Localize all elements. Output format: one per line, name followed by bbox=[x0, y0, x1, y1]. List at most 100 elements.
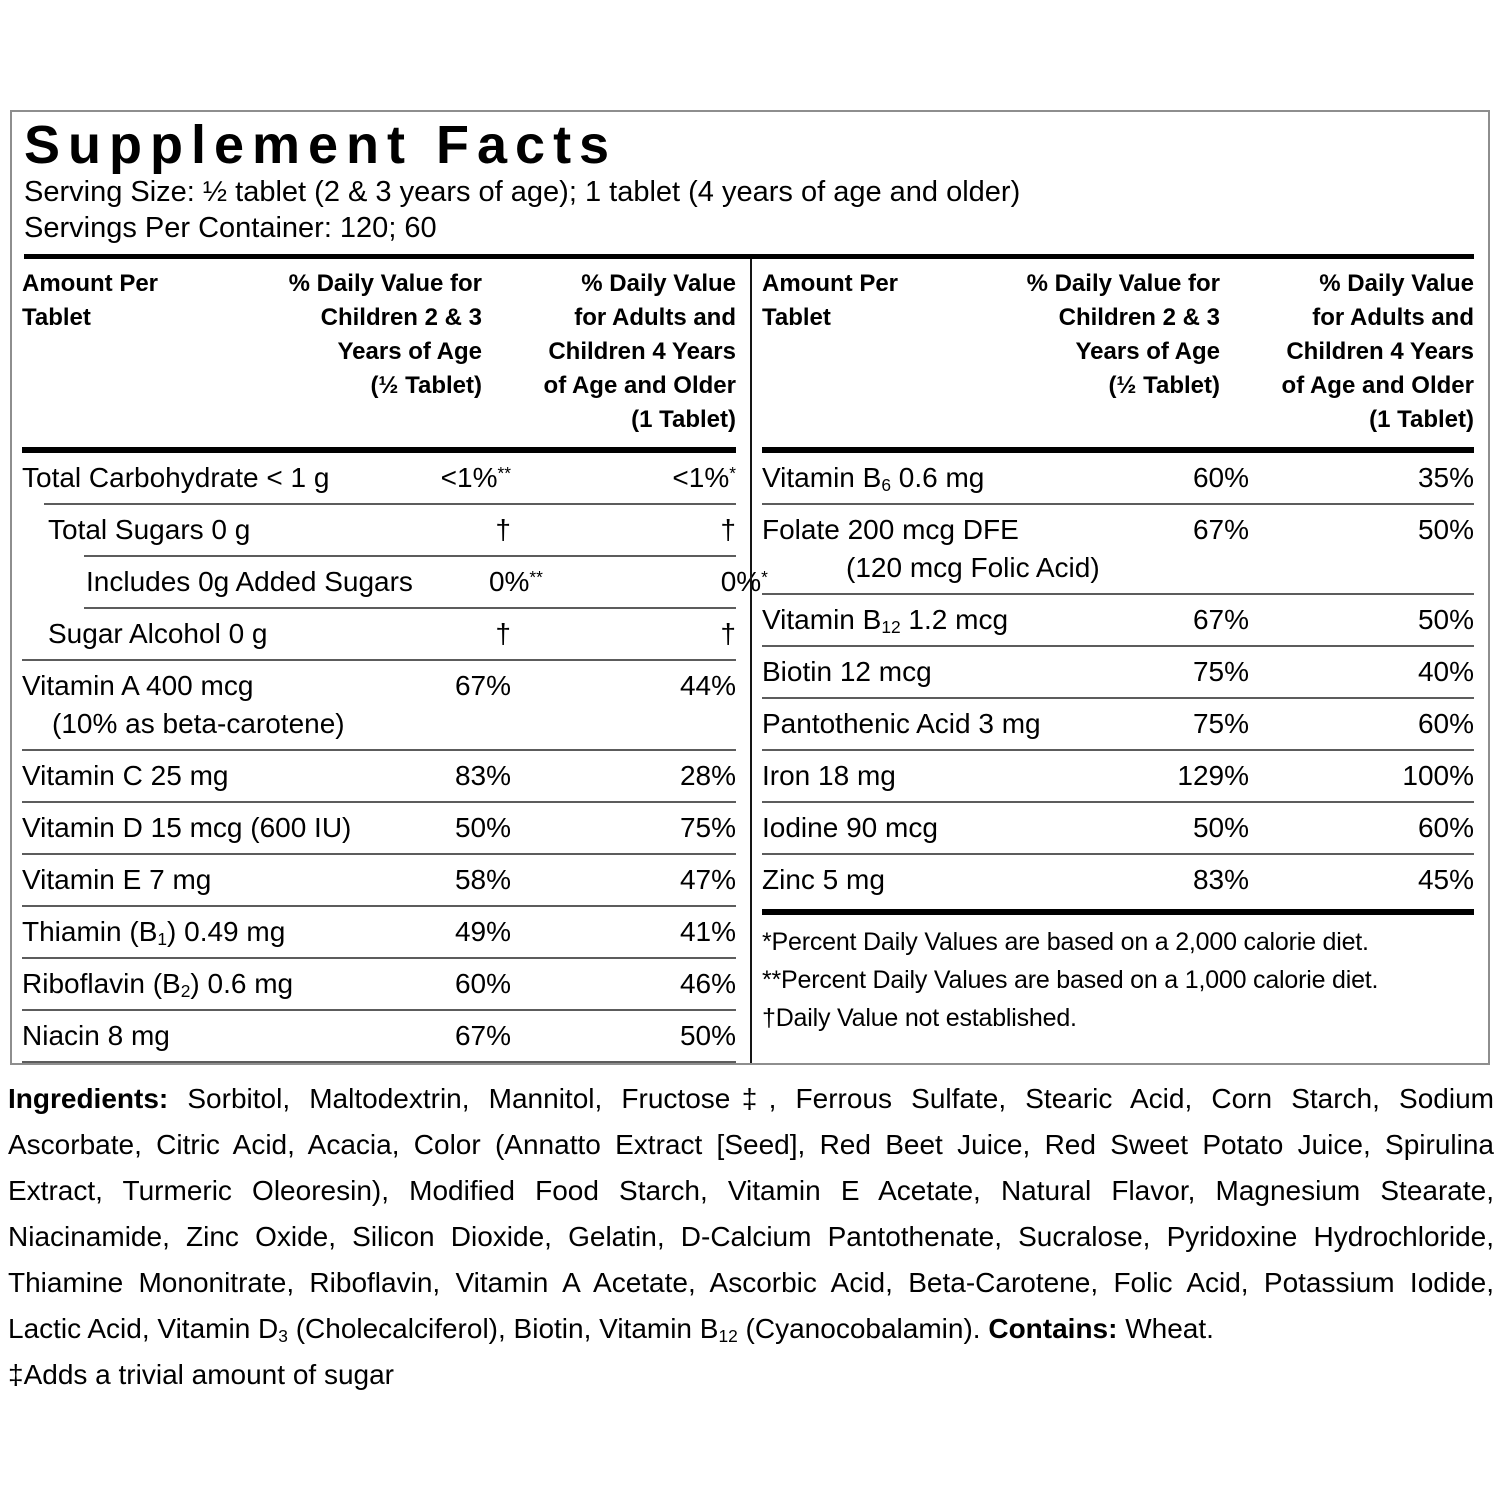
nutrient-row: Iron 18 mg 129% 100% bbox=[762, 751, 1474, 801]
dv-adults-value: † bbox=[720, 514, 736, 545]
nutrient-row: Sugar Alcohol 0 g † † bbox=[22, 609, 736, 659]
dv-children-value: 49% bbox=[454, 916, 511, 947]
row-divider bbox=[22, 905, 736, 907]
nutrient-name: Folate 200 mcg DFE (120 mcg Folic Acid) bbox=[762, 511, 1119, 587]
nutrient-name: Pantothenic Acid 3 mg bbox=[762, 708, 1041, 739]
dv-adults-value: 60% bbox=[1417, 708, 1474, 739]
dv-adults-value: 46% bbox=[679, 968, 736, 999]
dv-children-value: 67% bbox=[1192, 604, 1249, 635]
nutrient-row: Vitamin E 7 mg 58% 47% bbox=[22, 855, 736, 905]
row-divider bbox=[84, 555, 736, 557]
dv-adults-value: 41% bbox=[679, 916, 736, 947]
nutrient-row: Vitamin B12 1.2 mcg 67% 50% bbox=[762, 595, 1474, 645]
nutrient-name: Iron 18 mg bbox=[762, 760, 896, 791]
column-header-row: Amount Per Tablet % Daily Value for Chil… bbox=[22, 259, 736, 447]
thick-rule-header bbox=[22, 447, 736, 453]
ingredients-line: Thiamine Mononitrate, Riboflavin, Vitami… bbox=[8, 1267, 1494, 1298]
nutrient-name: Total Carbohydrate < 1 g bbox=[22, 462, 330, 493]
nutrient-name: Total Sugars 0 g bbox=[48, 514, 251, 545]
nutrient-name: Riboflavin (B2) 0.6 mg bbox=[22, 968, 294, 1001]
nutrient-row: Iodine 90 mcg 50% 60% bbox=[762, 803, 1474, 853]
nutrient-row: Zinc 5 mg 83% 45% bbox=[762, 855, 1474, 905]
nutrient-name: Vitamin B6 0.6 mg bbox=[762, 462, 985, 495]
dv-children-value: 75% bbox=[1192, 656, 1249, 687]
row-divider bbox=[762, 503, 1474, 505]
nutrient-row: Folate 200 mcg DFE (120 mcg Folic Acid) 67… bbox=[762, 505, 1474, 593]
supplement-facts-box: Supplement Facts Serving Size: ½ tablet … bbox=[10, 110, 1490, 1065]
row-divider bbox=[22, 853, 736, 855]
thick-rule-top bbox=[24, 254, 1474, 259]
nutrient-name: Includes 0g Added Sugars bbox=[86, 566, 413, 597]
nutrient-name: Vitamin D 15 mcg (600 IU) bbox=[22, 812, 352, 843]
nutrient-row: Includes 0g Added Sugars 0%** 0%* bbox=[22, 557, 768, 607]
dv-children-value: † bbox=[495, 514, 511, 545]
dv-adults-value: 75% bbox=[679, 812, 736, 843]
nutrient-name: Sugar Alcohol 0 g bbox=[48, 618, 268, 649]
dv-children-value: † bbox=[495, 618, 511, 649]
dv-children-value: 83% bbox=[454, 760, 511, 791]
nutrient-row: Vitamin B6 0.6 mg 60% 35% bbox=[762, 453, 1474, 503]
nutrient-row: Total Sugars 0 g † † bbox=[22, 505, 736, 555]
row-divider bbox=[762, 645, 1474, 647]
nutrient-row: Niacin 8 mg 67% 50% bbox=[22, 1011, 736, 1061]
header-dv-children: % Daily Value for Children 2 & 3 Years o… bbox=[1026, 270, 1220, 399]
dv-adults-value: 47% bbox=[679, 864, 736, 895]
dv-children-value: 67% bbox=[454, 1020, 511, 1051]
row-divider bbox=[22, 1061, 736, 1063]
rows-container: Total Carbohydrate < 1 g <1%** <1%* Total S… bbox=[22, 453, 768, 1063]
ingredients-paragraph: Ingredients: Sorbitol, Maltodextrin, Man… bbox=[8, 1076, 1494, 1398]
nutrient-row: Riboflavin (B2) 0.6 mg 60% 46% bbox=[22, 959, 736, 1009]
row-divider bbox=[762, 749, 1474, 751]
dv-children-value: 67% bbox=[1192, 514, 1249, 545]
dv-children-value: 58% bbox=[454, 864, 511, 895]
dv-adults-value: 28% bbox=[679, 760, 736, 791]
nutrient-row: Biotin 12 mcg 75% 40% bbox=[762, 647, 1474, 697]
footnote-line: **Percent Daily Values are based on a 1,… bbox=[762, 966, 1379, 994]
dv-adults-value: 35% bbox=[1417, 462, 1474, 493]
header-dv-adults: % Daily Value for Adults and Children 4 … bbox=[543, 270, 736, 433]
ingredients-line: Ascorbate, Citric Acid, Acacia, Color (A… bbox=[8, 1129, 1494, 1160]
facts-header-area: Supplement Facts Serving Size: ½ tablet … bbox=[12, 112, 1488, 246]
row-divider bbox=[762, 853, 1474, 855]
row-divider bbox=[22, 1009, 736, 1011]
dv-children-value: 60% bbox=[1192, 462, 1249, 493]
dv-adults-value: 44% bbox=[679, 670, 736, 701]
row-divider bbox=[762, 697, 1474, 699]
footnote-line: *Percent Daily Values are based on a 2,0… bbox=[762, 928, 1369, 956]
nutrient-row: Total Carbohydrate < 1 g <1%** <1%* bbox=[22, 453, 736, 503]
nutrient-name: Vitamin A 400 mcg (10% as beta-carotene) bbox=[22, 667, 381, 743]
nutrient-row: Vitamin C 25 mg 83% 28% bbox=[22, 751, 736, 801]
dv-adults-value: 60% bbox=[1417, 812, 1474, 843]
serving-size-line: Serving Size: ½ tablet (2 & 3 years of a… bbox=[24, 176, 1021, 208]
row-divider bbox=[22, 801, 736, 803]
dv-children-value: 83% bbox=[1192, 864, 1249, 895]
row-divider bbox=[762, 801, 1474, 803]
nutrient-row: Vitamin D 15 mcg (600 IU) 50% 75% bbox=[22, 803, 736, 853]
nutrient-name: Niacin 8 mg bbox=[22, 1020, 170, 1051]
row-divider bbox=[22, 659, 736, 661]
row-divider bbox=[44, 503, 736, 505]
footnote-line: †Daily Value not established. bbox=[762, 1004, 1077, 1032]
nutrient-name: Thiamin (B1) 0.49 mg bbox=[22, 916, 286, 949]
header-dv-children: % Daily Value for Children 2 & 3 Years o… bbox=[288, 270, 482, 399]
thick-rule-header bbox=[762, 447, 1474, 453]
dv-children-value: <1%** bbox=[440, 462, 511, 493]
dv-adults-value: 0%* bbox=[720, 566, 768, 597]
nutrient-name: Vitamin E 7 mg bbox=[22, 864, 212, 895]
thick-rule-footnotes bbox=[762, 909, 1474, 915]
column-header-row: Amount Per Tablet % Daily Value for Chil… bbox=[762, 259, 1474, 447]
servings-per-container-line: Servings Per Container: 120; 60 bbox=[24, 212, 437, 244]
row-divider bbox=[762, 593, 1474, 595]
nutrient-name: Vitamin B12 1.2 mcg bbox=[762, 604, 1009, 637]
dv-children-value: 60% bbox=[454, 968, 511, 999]
dv-adults-value: 50% bbox=[1417, 514, 1474, 545]
facts-panel-right: Amount Per Tablet % Daily Value for Chil… bbox=[750, 259, 1488, 1063]
nutrient-name: Biotin 12 mcg bbox=[762, 656, 932, 687]
ingredients-line: Lactic Acid, Vitamin D3 (Cholecalciferol… bbox=[8, 1313, 1214, 1346]
header-amount-per: Amount Per Tablet bbox=[22, 270, 159, 331]
footnotes-container: *Percent Daily Values are based on a 2,0… bbox=[762, 915, 1474, 1037]
facts-title: Supplement Facts bbox=[24, 115, 618, 175]
dv-children-value: 50% bbox=[1192, 812, 1249, 843]
header-dv-adults: % Daily Value for Adults and Children 4 … bbox=[1281, 270, 1474, 433]
nutrient-name: Iodine 90 mcg bbox=[762, 812, 938, 843]
